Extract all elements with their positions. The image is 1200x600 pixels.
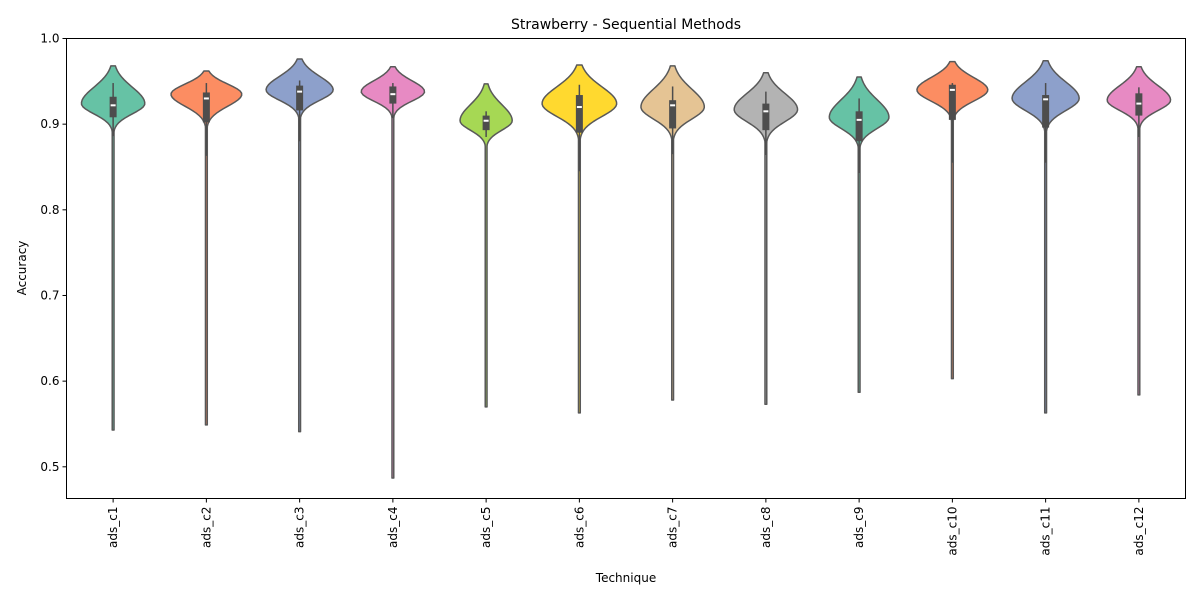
violin-body bbox=[459, 83, 513, 408]
violin-body bbox=[170, 70, 243, 426]
violin-iqr-box bbox=[1042, 95, 1050, 128]
x-tick-label: ads_c11 bbox=[1039, 507, 1053, 556]
y-axis-title: Accuracy bbox=[15, 241, 29, 296]
y-tick-label: 0.6 bbox=[40, 374, 59, 388]
violin-iqr-box bbox=[762, 103, 770, 131]
violin-iqr-box bbox=[202, 92, 210, 123]
violin-body bbox=[916, 60, 989, 380]
x-tick-label: ads_c9 bbox=[852, 507, 866, 548]
x-tick-label: ads_c6 bbox=[572, 507, 586, 548]
violin-body bbox=[733, 72, 799, 406]
x-axis-title: Technique bbox=[595, 571, 656, 585]
violin-iqr-box bbox=[575, 95, 583, 133]
violin-median bbox=[670, 104, 676, 107]
violin-body bbox=[541, 64, 618, 414]
violin-median bbox=[110, 104, 116, 107]
violin-iqr-box bbox=[669, 100, 677, 129]
violin-body bbox=[1106, 66, 1172, 396]
y-axis: 0.5 0.6 0.7 0.8 0.9 1.0 bbox=[40, 32, 67, 474]
x-tick-label: ads_c4 bbox=[386, 507, 400, 548]
violin-median bbox=[949, 88, 955, 91]
x-tick-label: ads_c5 bbox=[479, 507, 493, 548]
violin-median bbox=[483, 119, 489, 122]
x-tick-label: ads_c2 bbox=[199, 507, 213, 548]
violin-body bbox=[360, 66, 426, 479]
violin-body bbox=[1011, 60, 1080, 414]
y-tick-label: 0.8 bbox=[40, 203, 59, 217]
violins-group bbox=[80, 58, 1172, 479]
x-tick-label: ads_c12 bbox=[1132, 507, 1146, 556]
violin-body bbox=[80, 65, 146, 431]
chart-title: Strawberry - Sequential Methods bbox=[511, 17, 741, 33]
violin-iqr-box bbox=[109, 96, 117, 118]
y-tick-label: 0.9 bbox=[40, 117, 59, 131]
x-tick-label: ads_c3 bbox=[293, 507, 307, 548]
x-tick-label: ads_c7 bbox=[666, 507, 680, 548]
violin-iqr-box bbox=[948, 84, 956, 120]
violin-median bbox=[1043, 98, 1049, 101]
x-axis: ads_c1 ads_c2 ads_c3 ads_c4 ads_c5 ads_c6 ads_… bbox=[106, 498, 1146, 556]
x-tick-label: ads_c8 bbox=[759, 507, 773, 548]
violin-median bbox=[856, 118, 862, 121]
violin-body bbox=[265, 58, 334, 433]
violin-iqr-box bbox=[296, 85, 304, 111]
violin-median bbox=[576, 106, 582, 109]
violin-median bbox=[297, 90, 303, 93]
violin-body bbox=[828, 76, 890, 394]
x-tick-label: ads_c1 bbox=[106, 507, 120, 548]
violin-median bbox=[203, 97, 209, 100]
violin-body bbox=[640, 65, 706, 401]
violin-iqr-box bbox=[855, 111, 863, 142]
x-tick-label: ads_c10 bbox=[945, 507, 959, 556]
y-tick-label: 0.5 bbox=[40, 460, 59, 474]
y-tick-label: 0.7 bbox=[40, 288, 59, 302]
plot-frame bbox=[66, 38, 1186, 499]
y-tick-label: 1.0 bbox=[40, 32, 59, 46]
violin-median bbox=[763, 110, 769, 113]
violin-iqr-box bbox=[482, 115, 490, 131]
violin-median bbox=[1136, 102, 1142, 105]
violin-median bbox=[390, 93, 396, 96]
